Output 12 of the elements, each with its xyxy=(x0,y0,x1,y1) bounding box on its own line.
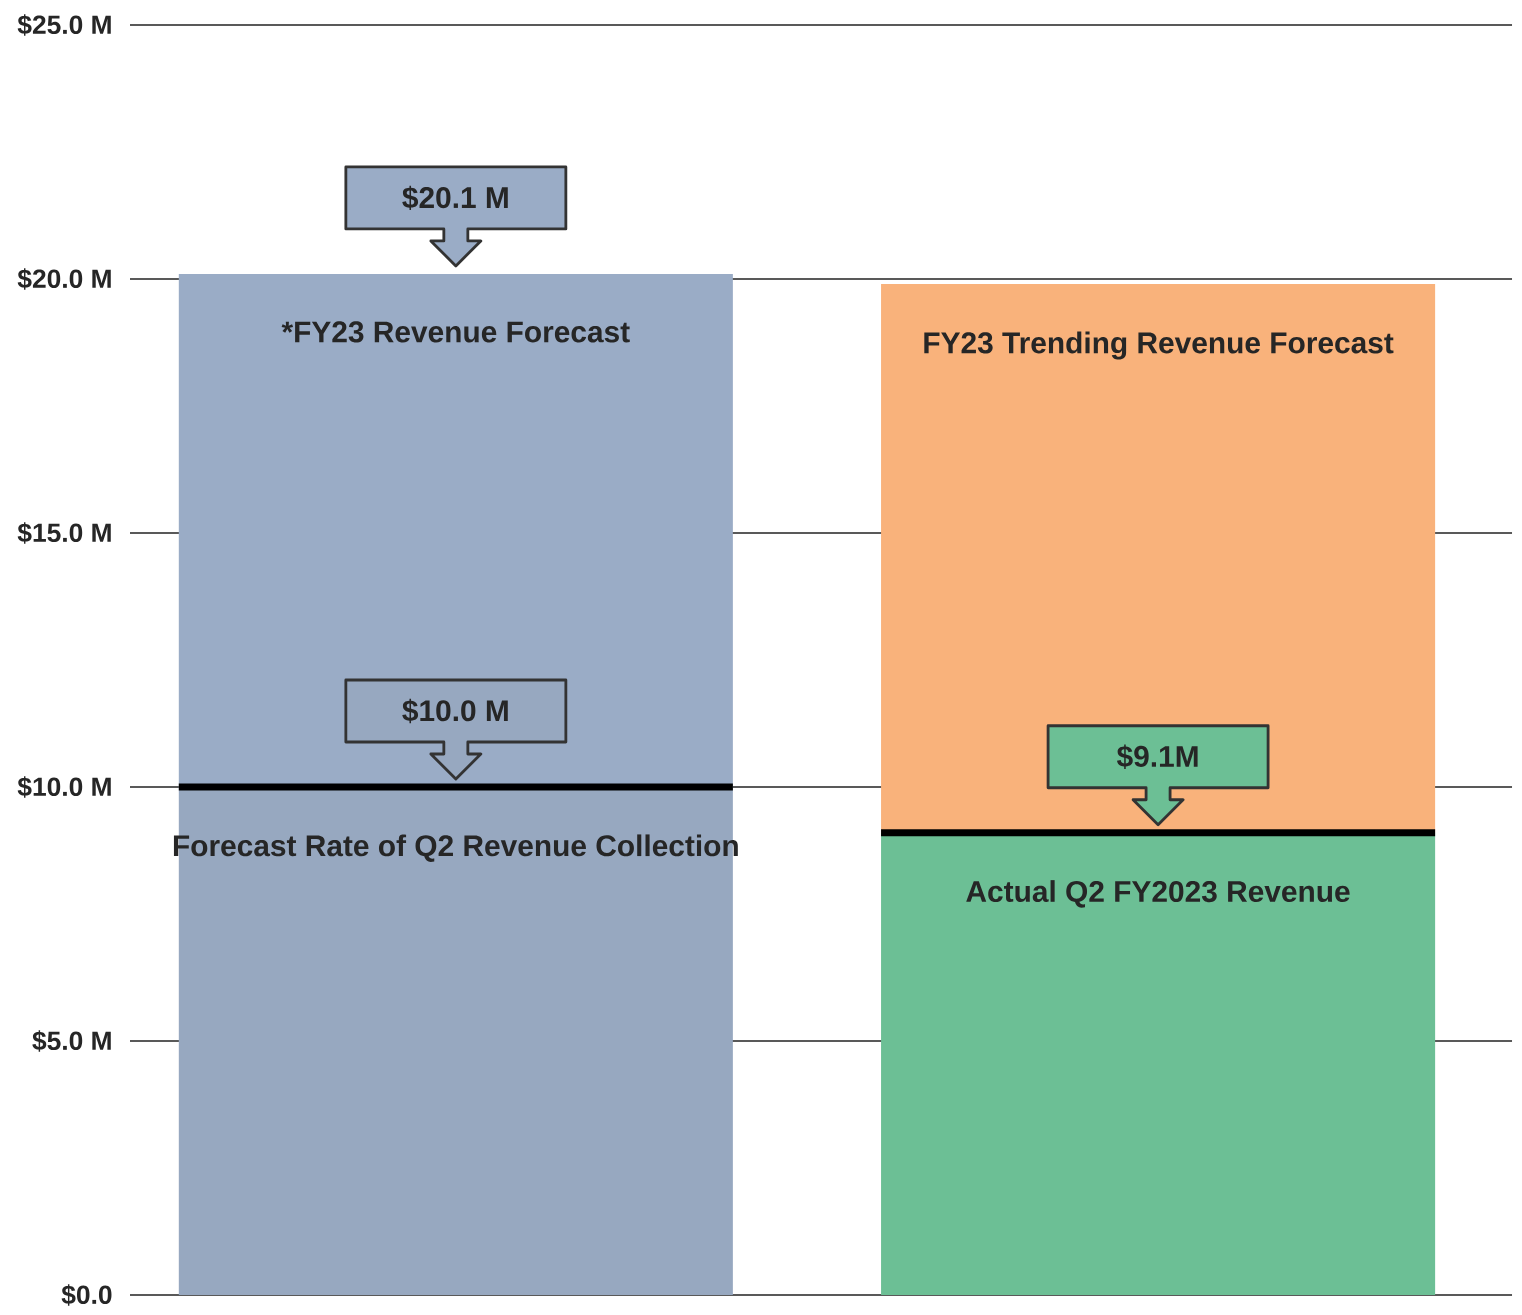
y-tick-label: $15.0 M xyxy=(17,522,111,544)
y-tick-label: $20.0 M xyxy=(17,268,111,290)
total-label: $20.1 M xyxy=(402,185,508,211)
y-tick-label: $0.0 xyxy=(61,1284,112,1306)
annotation: *FY23 Revenue Forecast xyxy=(281,321,630,343)
y-tick-label: $10.0 M xyxy=(17,776,111,798)
y-tick-label: $5.0 M xyxy=(32,1030,111,1052)
data-label: $10.0 M xyxy=(402,698,508,724)
annotation: Actual Q2 FY2023 Revenue xyxy=(966,880,1350,908)
data-label: $9.1M xyxy=(1116,744,1198,769)
y-tick-label: $25.0 M xyxy=(17,14,111,36)
annotation: FY23 Trending Revenue Forecast xyxy=(924,331,1394,360)
